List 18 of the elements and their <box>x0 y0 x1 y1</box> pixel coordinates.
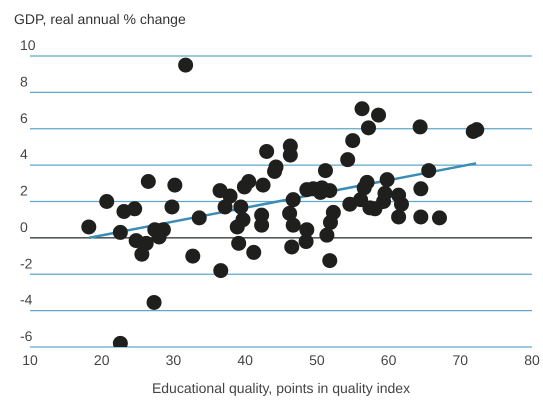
y-tick-label: -6 <box>20 328 33 344</box>
y-tick-label: 0 <box>20 218 28 235</box>
x-axis-title: Educational quality, points in quality index <box>152 380 410 396</box>
x-tick-label: 80 <box>524 352 540 368</box>
x-tick-label: 50 <box>309 352 325 368</box>
y-axis-title: GDP, real annual % change <box>14 11 186 27</box>
y-tick-label: 2 <box>20 182 28 198</box>
y-tick-label: -4 <box>20 292 33 308</box>
y-tick-label: -2 <box>20 255 33 272</box>
x-tick-label: 40 <box>237 352 254 368</box>
x-tick-label: 20 <box>94 352 110 368</box>
y-tick-label: 8 <box>20 73 28 90</box>
y-tick-label: 10 <box>20 37 36 53</box>
x-tick-label: 60 <box>380 352 397 368</box>
x-tick-label: 70 <box>452 352 468 368</box>
x-tick-label: 30 <box>166 352 182 368</box>
y-tick-label: 6 <box>20 110 28 126</box>
y-tick-label: 4 <box>20 146 28 162</box>
